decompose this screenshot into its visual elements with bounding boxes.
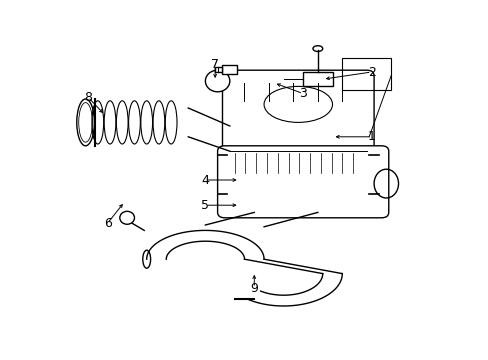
Text: 8: 8 [84,91,92,104]
Bar [342,58,390,90]
Text: 1: 1 [367,130,375,143]
Bar [303,72,332,86]
Text: 3: 3 [299,87,306,100]
FancyBboxPatch shape [217,146,388,218]
Text: 9: 9 [250,282,258,294]
Bar [222,65,237,74]
Text: 2: 2 [367,66,375,78]
FancyBboxPatch shape [222,70,373,160]
Bar [215,67,222,72]
Text: 7: 7 [211,58,219,71]
Text: 5: 5 [201,199,209,212]
Text: 6: 6 [103,217,111,230]
Text: 4: 4 [201,174,209,186]
Ellipse shape [205,70,229,92]
